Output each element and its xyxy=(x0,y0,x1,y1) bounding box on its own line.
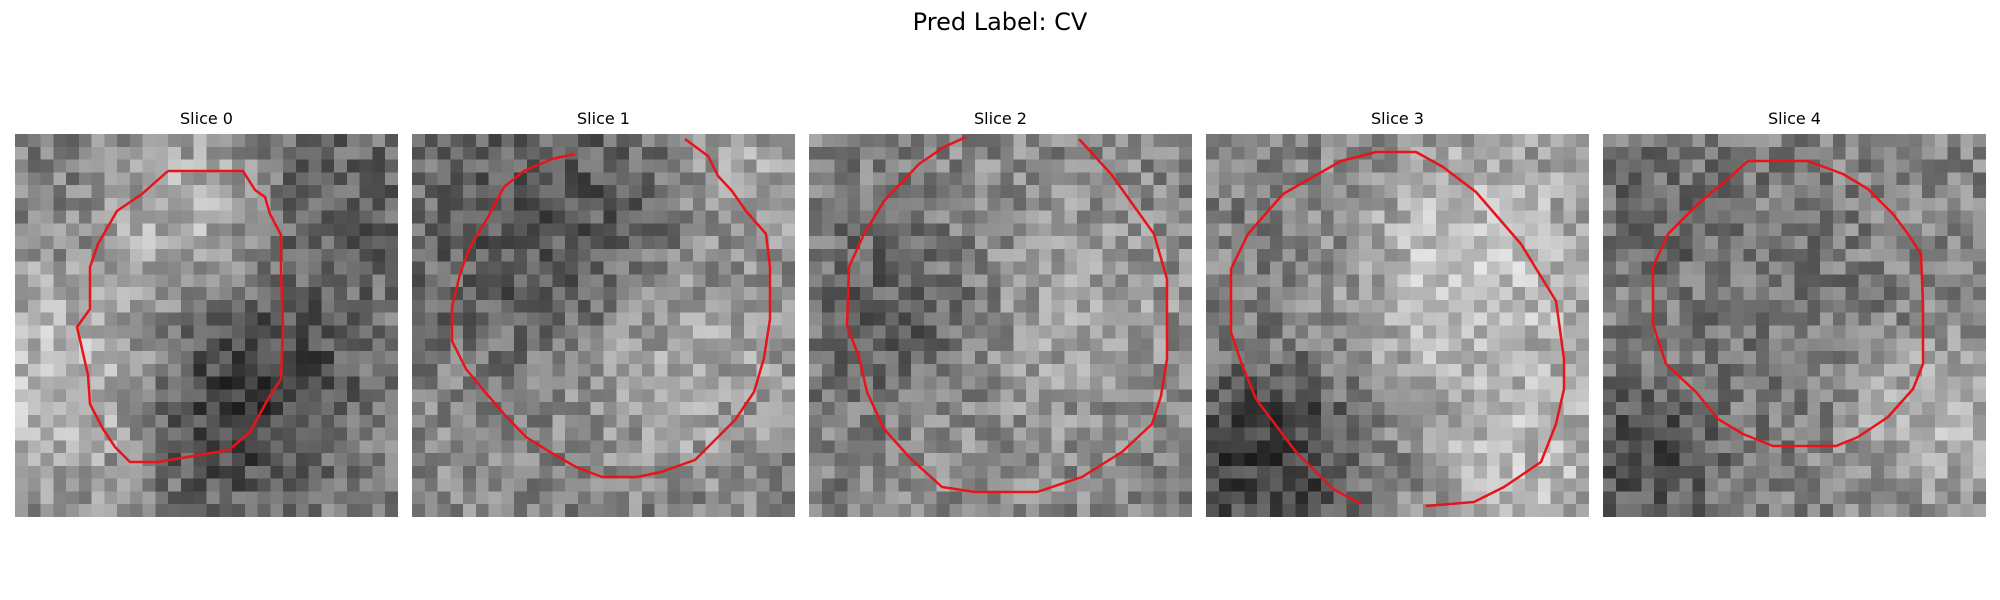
panel-title-slice-4: Slice 4 xyxy=(1768,109,1821,128)
panel-title-slice-3: Slice 3 xyxy=(1371,109,1424,128)
segmentation-contour xyxy=(450,137,772,479)
figure-title: Pred Label: CV xyxy=(912,8,1088,36)
panel-title-slice-2: Slice 2 xyxy=(974,109,1027,128)
slice-4-image xyxy=(1603,134,1986,517)
panel-title-slice-1: Slice 1 xyxy=(577,109,630,128)
slice-3-image xyxy=(1206,134,1589,517)
slice-2-image xyxy=(809,134,1192,517)
panel-title-slice-0: Slice 0 xyxy=(180,109,233,128)
grayscale-slice-canvas xyxy=(1206,134,1589,517)
slice-1-image xyxy=(412,134,795,517)
segmentation-contour xyxy=(1651,159,1925,448)
slice-0-image xyxy=(15,134,398,517)
segmentation-contour xyxy=(1229,150,1566,508)
grayscale-slice-canvas xyxy=(412,134,795,517)
segmentation-contour xyxy=(845,135,1169,494)
segmentation-contour xyxy=(75,169,285,464)
